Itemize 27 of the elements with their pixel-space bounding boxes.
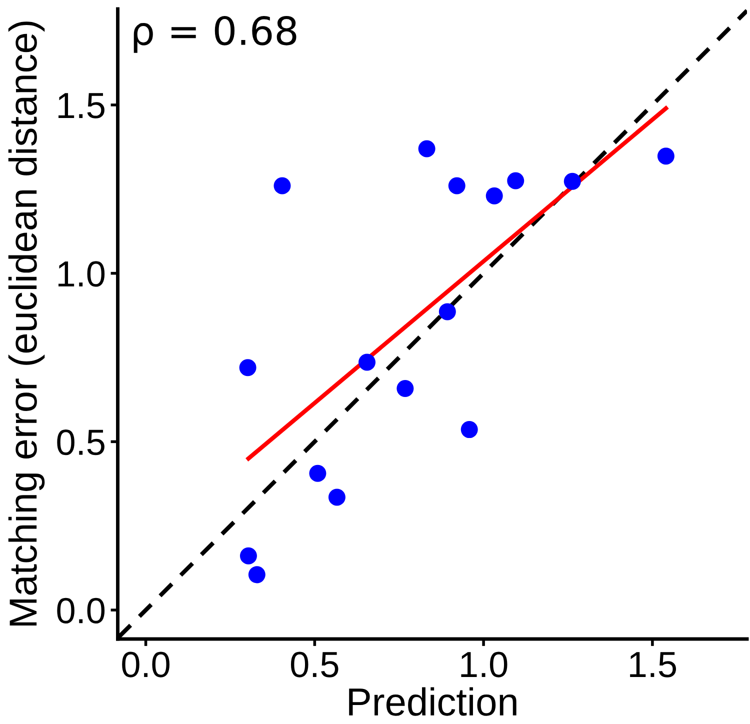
y-axis-title: Matching error (euclidean distance): [8, 22, 45, 626]
point: [239, 359, 256, 376]
point: [328, 488, 346, 506]
point: [438, 303, 456, 320]
point: [274, 177, 291, 194]
point: [657, 148, 674, 165]
point: [248, 566, 266, 584]
x-axis-title: Prediction: [349, 687, 516, 716]
point: [309, 464, 326, 482]
y-tick-label: 1.5: [58, 93, 104, 118]
point: [507, 172, 524, 190]
x-tick-label: 1.0: [461, 652, 508, 678]
y-tick-label: 0.5: [57, 430, 104, 456]
annotation: ρ = 0.68: [134, 16, 296, 53]
point: [358, 354, 376, 371]
y-tick-label: 1.0: [58, 261, 105, 287]
y-tick-label: 0.0: [57, 598, 105, 624]
point: [486, 187, 503, 204]
x-tick-label: 0.0: [122, 652, 170, 678]
point: [460, 421, 478, 438]
x-tick-label: 1.5: [630, 652, 676, 678]
x-tick-label: 0.5: [290, 652, 338, 678]
point: [564, 172, 581, 190]
point: [240, 547, 257, 564]
point: [448, 177, 466, 194]
point: [418, 140, 436, 158]
point: [396, 380, 414, 397]
